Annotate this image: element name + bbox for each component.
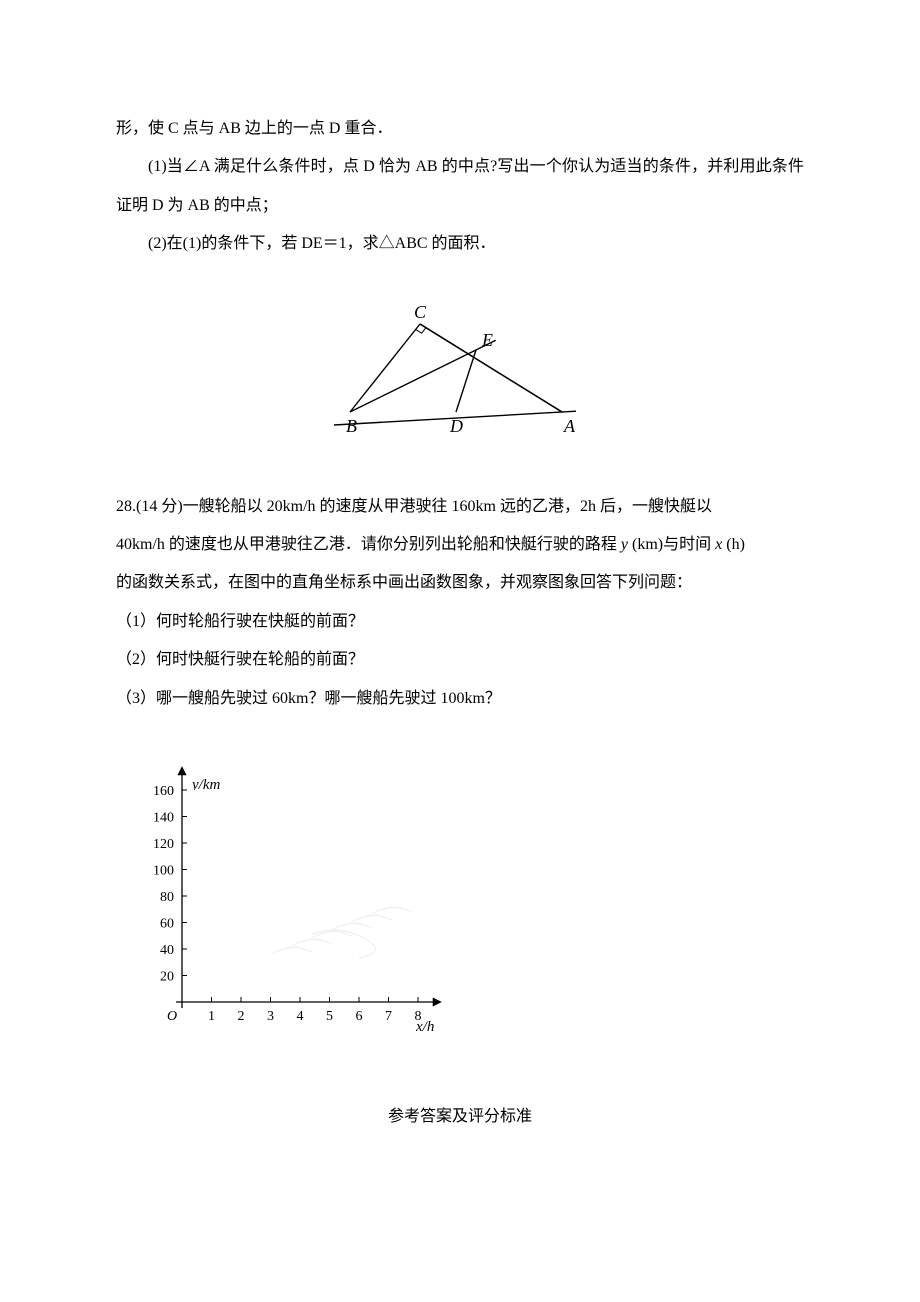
svg-text:60: 60 — [160, 916, 174, 931]
q28-p2: （2）何时快艇行驶在轮船的前面？ — [116, 641, 804, 679]
q28-stem-l2-c: (h) — [722, 536, 745, 553]
q28-stem-line1: 28.(14 分)一艘轮船以 20km/h 的速度从甲港驶往 160km 远的乙… — [116, 488, 804, 526]
svg-text:100: 100 — [153, 863, 174, 878]
q28-stem-l2-b: (km)与时间 — [628, 536, 715, 553]
svg-text:140: 140 — [153, 810, 174, 825]
svg-text:120: 120 — [153, 837, 174, 852]
coordinate-chart: 1234567820406080100120140160Oy/kmx/h — [122, 754, 452, 1042]
svg-text:3: 3 — [267, 1009, 274, 1024]
q28-p1: （1）何时轮船行驶在快艇的前面？ — [116, 603, 804, 641]
svg-text:40: 40 — [160, 943, 174, 958]
svg-text:A: A — [563, 416, 576, 434]
svg-text:O: O — [167, 1009, 177, 1024]
q27-part2: (2)在(1)的条件下，若 DE＝1，求△ABC 的面积． — [116, 225, 804, 263]
q28-chart-wrap: 1234567820406080100120140160Oy/kmx/h — [122, 754, 810, 1042]
svg-text:80: 80 — [160, 890, 174, 905]
svg-text:20: 20 — [160, 969, 174, 984]
q27-line-prev: 形，使 C 点与 AB 边上的一点 D 重合． — [116, 110, 804, 148]
svg-text:2: 2 — [238, 1009, 245, 1024]
svg-text:160: 160 — [153, 784, 174, 799]
q27-figure: B D A C E — [116, 304, 804, 434]
svg-text:5: 5 — [326, 1009, 333, 1024]
q28-stem-l2-a: 40km/h 的速度也从甲港驶往乙港．请你分别列出轮船和快艇行驶的路程 — [116, 536, 621, 553]
answer-title: 参考答案及评分标准 — [116, 1098, 804, 1136]
svg-text:B: B — [346, 416, 357, 434]
q28-p3: （3）哪一艘船先驶过 60km？哪一艘船先驶过 100km？ — [116, 680, 804, 718]
svg-text:C: C — [414, 304, 427, 322]
svg-text:E: E — [481, 330, 493, 350]
svg-text:D: D — [449, 416, 463, 434]
q28-stem-l2-y: y — [621, 536, 628, 553]
svg-text:4: 4 — [297, 1009, 304, 1024]
triangle-diagram: B D A C E — [330, 304, 590, 434]
q28-stem-line3: 的函数关系式，在图中的直角坐标系中画出函数图象，并观察图象回答下列问题： — [116, 564, 804, 602]
svg-text:1: 1 — [208, 1009, 215, 1024]
svg-text:7: 7 — [385, 1009, 392, 1024]
svg-text:6: 6 — [356, 1009, 363, 1024]
q28-stem-line2: 40km/h 的速度也从甲港驶往乙港．请你分别列出轮船和快艇行驶的路程 y (k… — [116, 526, 804, 564]
q27-part1: (1)当∠A 满足什么条件时，点 D 恰为 AB 的中点?写出一个你认为适当的条… — [116, 148, 804, 225]
